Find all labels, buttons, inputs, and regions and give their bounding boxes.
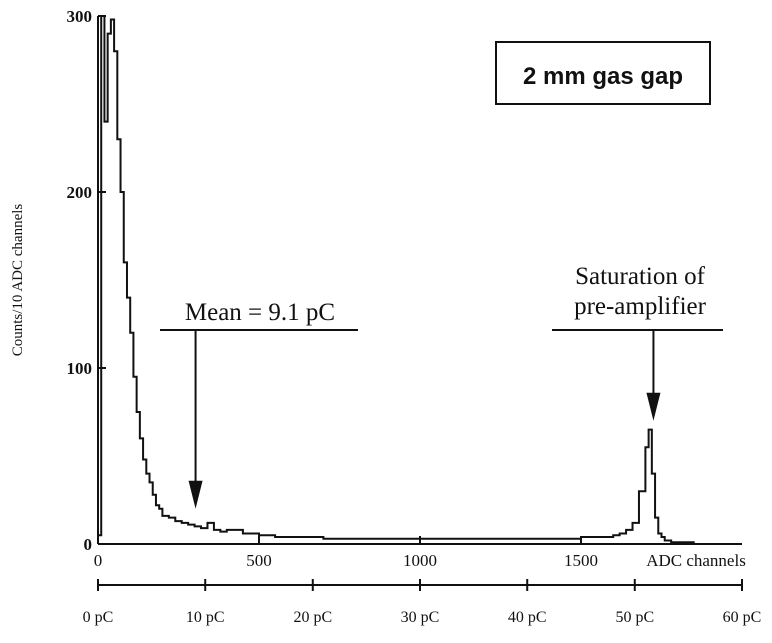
box-label: 2 mm gas gap	[523, 63, 683, 90]
histogram-line	[97, 15, 742, 545]
secondary-axis-tick-label: 10 pC	[186, 609, 225, 626]
annotation-arrow-head	[646, 392, 661, 421]
secondary-axis-tick-label: 40 pC	[508, 609, 547, 626]
x-axis-label: ADC channels	[646, 551, 746, 570]
axes: 0 100 200 300 0 500 1000 1500 0 pC 10 pC 20 pC 30 p…	[67, 7, 762, 626]
secondary-axis-tick-label: 0 pC	[83, 609, 114, 626]
y-tick-label: 0	[84, 535, 93, 554]
x-tick-label: 1000	[403, 551, 437, 570]
annotation-text: Saturation of	[575, 263, 706, 290]
annotation-text: Mean = 9.1 pC	[185, 299, 335, 326]
secondary-axis-tick-label: 50 pC	[615, 609, 654, 626]
annotations: Mean = 9.1 pC Saturation of pre-amplifier	[160, 263, 723, 509]
annotation-text: pre-amplifier	[574, 293, 707, 320]
x-tick-label: 1500	[564, 551, 598, 570]
secondary-axis-tick-label: 60 pC	[723, 609, 762, 626]
box-label-frame	[495, 41, 711, 105]
y-tick-label: 200	[67, 183, 93, 202]
y-axis-label: Counts/10 ADC channels	[10, 204, 26, 357]
x-tick-label: 0	[94, 551, 103, 570]
x-tick-label: 500	[246, 551, 272, 570]
secondary-axis-tick-label: 30 pC	[401, 609, 440, 626]
annotation-arrow-head	[188, 480, 203, 509]
y-tick-label: 100	[67, 359, 93, 378]
y-tick-label: 300	[67, 7, 93, 26]
histogram	[97, 15, 742, 545]
secondary-axis-tick-label: 20 pC	[293, 609, 332, 626]
